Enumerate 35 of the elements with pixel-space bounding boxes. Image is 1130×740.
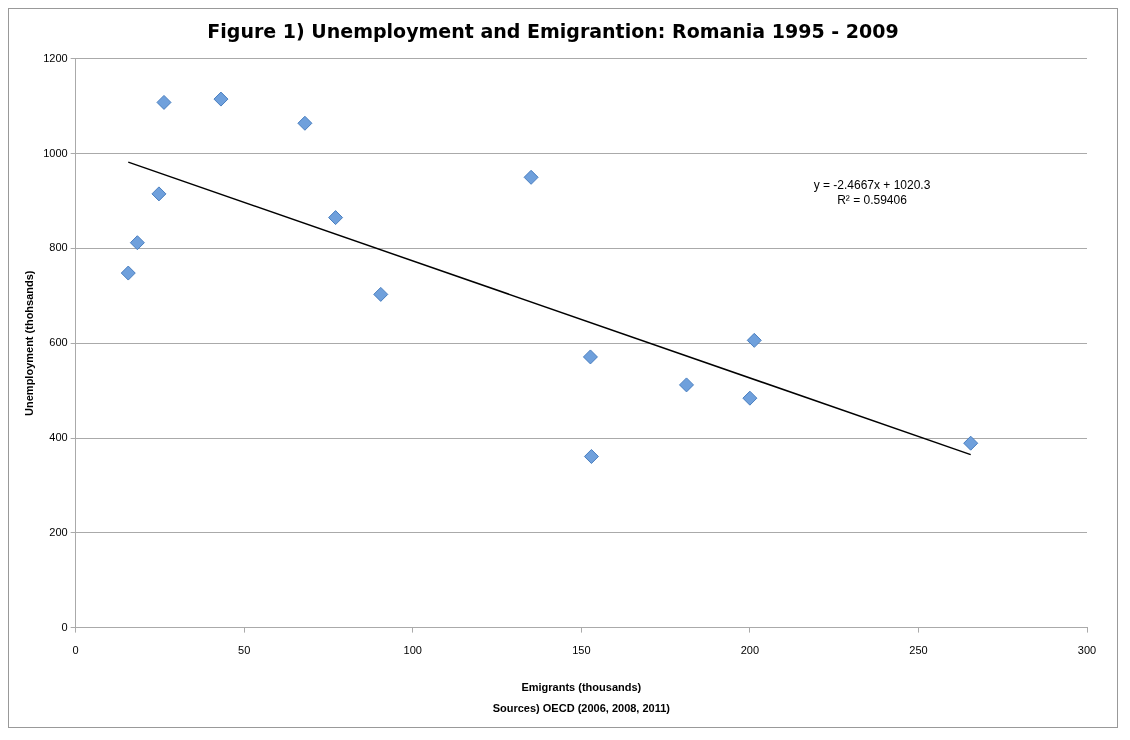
- x-axis-title: Emigrants (thousands): [521, 681, 642, 694]
- point: [129, 235, 145, 251]
- point: [328, 210, 344, 226]
- annotation: R² = 0.59406: [837, 193, 908, 208]
- point: [582, 349, 598, 365]
- point: [963, 435, 979, 451]
- y-axis-title: Unemployment (thohsands): [22, 270, 35, 416]
- point: [583, 448, 599, 464]
- point: [523, 169, 539, 185]
- y-tick-label: 1000: [43, 146, 68, 159]
- point: [213, 91, 229, 107]
- point: [297, 115, 313, 131]
- annotation: y = -2.4667x + 1020.3: [813, 178, 931, 193]
- source-note: Sources) OECD (2006, 2008, 2011): [492, 702, 671, 715]
- point: [746, 332, 762, 348]
- x-tick-label: 50: [238, 644, 251, 657]
- x-tick-label: 150: [572, 644, 591, 657]
- point: [156, 94, 172, 110]
- x-tick-label: 0: [72, 644, 79, 657]
- chart-title: Figure 1) Unemployment and Emigrantion: Romania 1995 - 2009: [207, 20, 899, 43]
- x-tick-label: 100: [403, 644, 422, 657]
- point: [120, 265, 136, 281]
- point: [373, 286, 389, 302]
- point: [679, 377, 695, 393]
- y-tick-label: 1200: [43, 51, 68, 64]
- y-tick-label: 0: [61, 620, 68, 633]
- x-tick-label: 200: [740, 644, 760, 657]
- point: [151, 186, 167, 202]
- y-tick-label: 400: [49, 431, 68, 444]
- y-tick-label: 600: [49, 336, 68, 349]
- y-tick-label: 800: [49, 241, 68, 254]
- point: [742, 390, 758, 406]
- x-tick-label: 250: [909, 644, 928, 657]
- x-tick-label: 300: [1077, 644, 1097, 657]
- y-tick-label: 200: [49, 525, 68, 538]
